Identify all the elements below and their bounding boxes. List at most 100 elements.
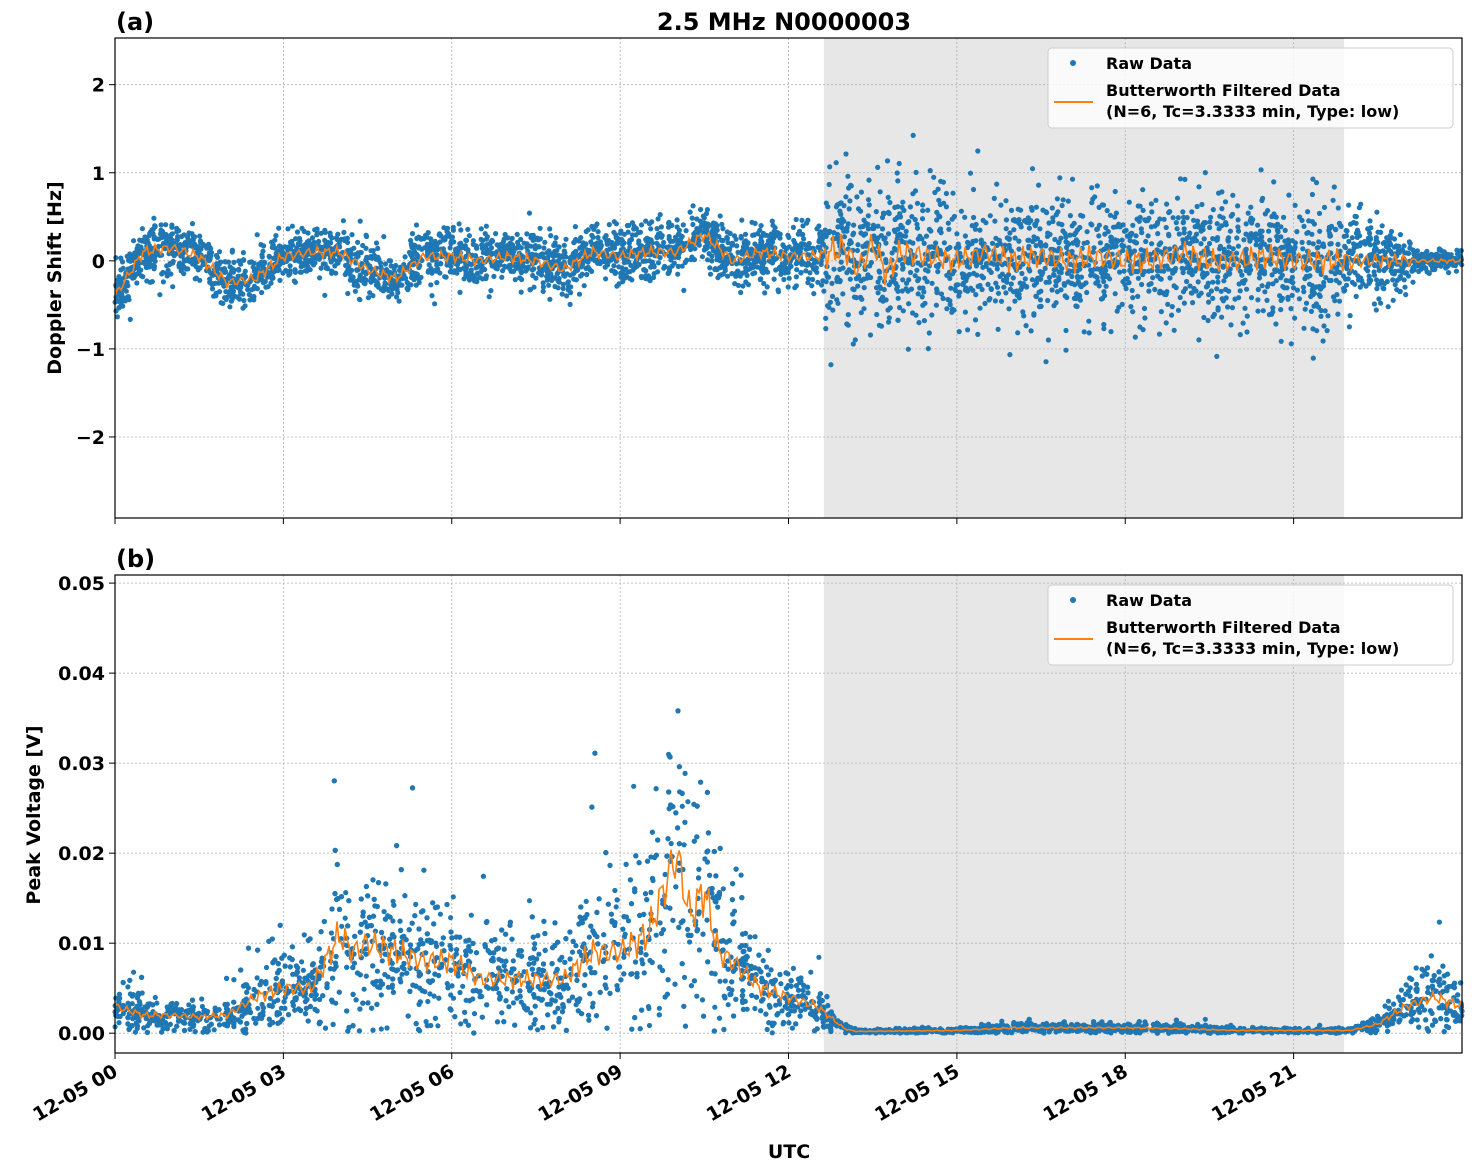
raw-data-point <box>310 262 317 268</box>
raw-data-point <box>1248 204 1254 210</box>
raw-data-point <box>760 270 766 276</box>
raw-data-point <box>119 259 126 265</box>
raw-data-point <box>363 232 369 238</box>
raw-data-point <box>1057 175 1063 181</box>
raw-data-point <box>1402 284 1408 290</box>
raw-data-point <box>356 296 362 302</box>
raw-data-point <box>972 226 979 232</box>
raw-data-point <box>821 288 827 294</box>
raw-data-point <box>655 260 662 266</box>
raw-data-point <box>905 346 911 352</box>
raw-data-point <box>1371 261 1377 268</box>
raw-data-point <box>735 268 741 274</box>
raw-data-point <box>1205 317 1211 324</box>
raw-data-point <box>1292 202 1298 208</box>
raw-data-point <box>1135 293 1141 299</box>
raw-data-point <box>634 262 640 268</box>
raw-data-point <box>907 204 914 210</box>
raw-data-point <box>1407 245 1413 251</box>
raw-data-point <box>999 271 1006 277</box>
raw-data-point <box>1357 242 1363 248</box>
raw-data-point <box>1099 295 1106 302</box>
raw-data-point <box>1372 245 1378 251</box>
raw-data-point <box>1335 205 1341 211</box>
raw-data-point <box>881 211 887 217</box>
raw-data-point <box>699 220 705 226</box>
raw-data-point <box>437 239 443 245</box>
raw-data-point <box>438 260 444 267</box>
raw-data-point <box>354 282 360 288</box>
raw-data-point <box>1268 222 1274 228</box>
raw-data-point <box>735 249 741 255</box>
raw-data-point <box>1103 225 1109 231</box>
raw-data-point <box>1309 191 1315 198</box>
raw-data-point <box>995 290 1002 296</box>
y-tick-label: −1 <box>76 339 105 361</box>
raw-data-point <box>703 245 710 251</box>
raw-data-point <box>1141 305 1148 312</box>
raw-data-point <box>1180 209 1186 215</box>
raw-data-point <box>754 264 760 270</box>
raw-data-point <box>1269 311 1275 317</box>
raw-data-point <box>1054 278 1060 284</box>
raw-data-point <box>897 304 903 311</box>
raw-data-point <box>922 300 928 306</box>
raw-data-point <box>1089 185 1095 191</box>
raw-data-point <box>1262 289 1268 295</box>
raw-data-point <box>1120 247 1126 254</box>
raw-data-point <box>1355 273 1361 279</box>
raw-data-point <box>113 255 119 261</box>
raw-data-point <box>603 233 609 239</box>
raw-data-point <box>1063 327 1069 334</box>
raw-data-point <box>1311 221 1317 227</box>
raw-data-point <box>682 259 688 265</box>
raw-data-point <box>947 298 953 304</box>
raw-data-point <box>1163 224 1169 231</box>
raw-data-point <box>318 265 324 271</box>
raw-data-point <box>754 259 760 265</box>
raw-data-point <box>720 237 726 244</box>
raw-data-point <box>1332 298 1338 304</box>
raw-data-point <box>123 288 129 294</box>
raw-data-point <box>1255 297 1261 303</box>
raw-data-point <box>1237 332 1243 338</box>
raw-data-point <box>1207 219 1213 225</box>
raw-data-point <box>1083 280 1089 286</box>
raw-data-point <box>856 275 862 281</box>
raw-data-point <box>896 160 902 167</box>
raw-data-point <box>970 186 977 193</box>
raw-data-point <box>1374 209 1380 215</box>
raw-data-point <box>1256 275 1263 281</box>
raw-data-point <box>703 210 710 217</box>
raw-data-point <box>1323 275 1329 281</box>
raw-data-point <box>463 237 469 243</box>
raw-data-point <box>1227 228 1233 234</box>
raw-data-point <box>1220 263 1226 269</box>
raw-data-point <box>669 263 675 269</box>
raw-data-point <box>943 204 950 210</box>
raw-data-point <box>171 253 177 259</box>
raw-data-point <box>344 262 350 268</box>
raw-data-point <box>767 244 773 250</box>
raw-data-point <box>1177 294 1183 301</box>
raw-data-point <box>876 322 883 328</box>
raw-data-point <box>1414 248 1420 254</box>
raw-data-point <box>1271 179 1277 185</box>
raw-data-point <box>1006 245 1013 251</box>
raw-data-point <box>564 293 570 299</box>
raw-data-point <box>858 208 864 214</box>
raw-data-point <box>529 251 535 257</box>
raw-data-point <box>478 226 484 232</box>
raw-data-point <box>519 276 525 283</box>
raw-data-point <box>1059 222 1065 228</box>
raw-data-point <box>1121 268 1127 274</box>
raw-data-point <box>344 269 350 275</box>
raw-data-point <box>1104 208 1110 214</box>
raw-data-point <box>935 186 941 192</box>
raw-data-point <box>910 132 916 138</box>
raw-data-point <box>823 200 829 206</box>
raw-data-point <box>1246 270 1252 276</box>
raw-data-point <box>1140 187 1146 193</box>
raw-data-point <box>550 250 556 257</box>
raw-data-point <box>938 291 945 297</box>
